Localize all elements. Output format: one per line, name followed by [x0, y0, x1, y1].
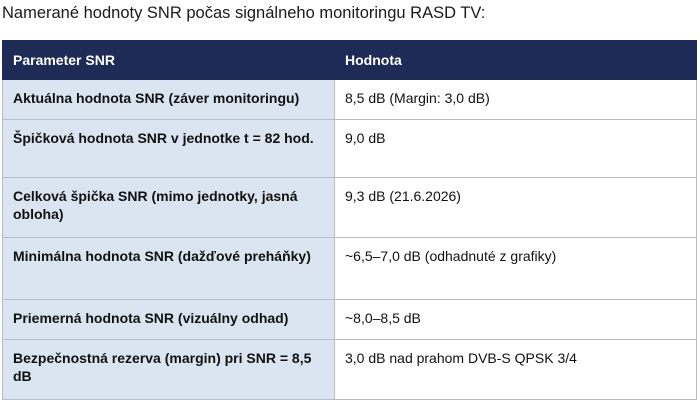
snr-table: Parameter SNR Hodnota Aktuálna hodnota S… — [2, 40, 697, 400]
parameter-cell: Bezpečnostná rezerva (margin) pri SNR = … — [2, 339, 335, 400]
parameter-cell: Aktuálna hodnota SNR (záver monitoringu) — [2, 79, 335, 120]
caption: Namerané hodnoty SNR počas signálneho mo… — [2, 4, 486, 22]
value-cell: 9,0 dB — [334, 119, 697, 178]
parameter-cell: Celková špička SNR (mimo jednotky, jasná… — [2, 177, 335, 238]
header-cell: Hodnota — [334, 40, 697, 80]
value-cell: ~6,5–7,0 dB (odhadnuté z grafiky) — [334, 237, 697, 300]
value-cell: 3,0 dB nad prahom DVB-S QPSK 3/4 — [334, 339, 697, 400]
table-row: Priemerná hodnota SNR (vizuálny odhad) ~8… — [2, 299, 697, 340]
table-row: Celková špička SNR (mimo jednotky, jasná… — [2, 177, 697, 238]
header-cell: Parameter SNR — [2, 40, 335, 80]
parameter-cell: Minimálna hodnota SNR (dažďové preháňky) — [2, 237, 335, 300]
table-header: Parameter SNR Hodnota — [2, 40, 697, 80]
parameter-cell: Špičková hodnota SNR v jednotke t = 82 h… — [2, 119, 335, 178]
value-cell: 8,5 dB (Margin: 3,0 dB) — [334, 79, 697, 120]
table-body: Aktuálna hodnota SNR (záver monitoringu)… — [2, 79, 697, 400]
table-row: Špičková hodnota SNR v jednotke t = 82 h… — [2, 119, 697, 178]
value-cell: 9,3 dB (21.6.2026) — [334, 177, 697, 238]
header-row: Parameter SNR Hodnota — [2, 40, 697, 80]
table-row: Minimálna hodnota SNR (dažďové preháňky)… — [2, 237, 697, 300]
value-cell: ~8,0–8,5 dB — [334, 299, 697, 340]
table-row: Aktuálna hodnota SNR (záver monitoringu)… — [2, 79, 697, 120]
parameter-cell: Priemerná hodnota SNR (vizuálny odhad) — [2, 299, 335, 340]
table-row: Bezpečnostná rezerva (margin) pri SNR = … — [2, 339, 697, 400]
